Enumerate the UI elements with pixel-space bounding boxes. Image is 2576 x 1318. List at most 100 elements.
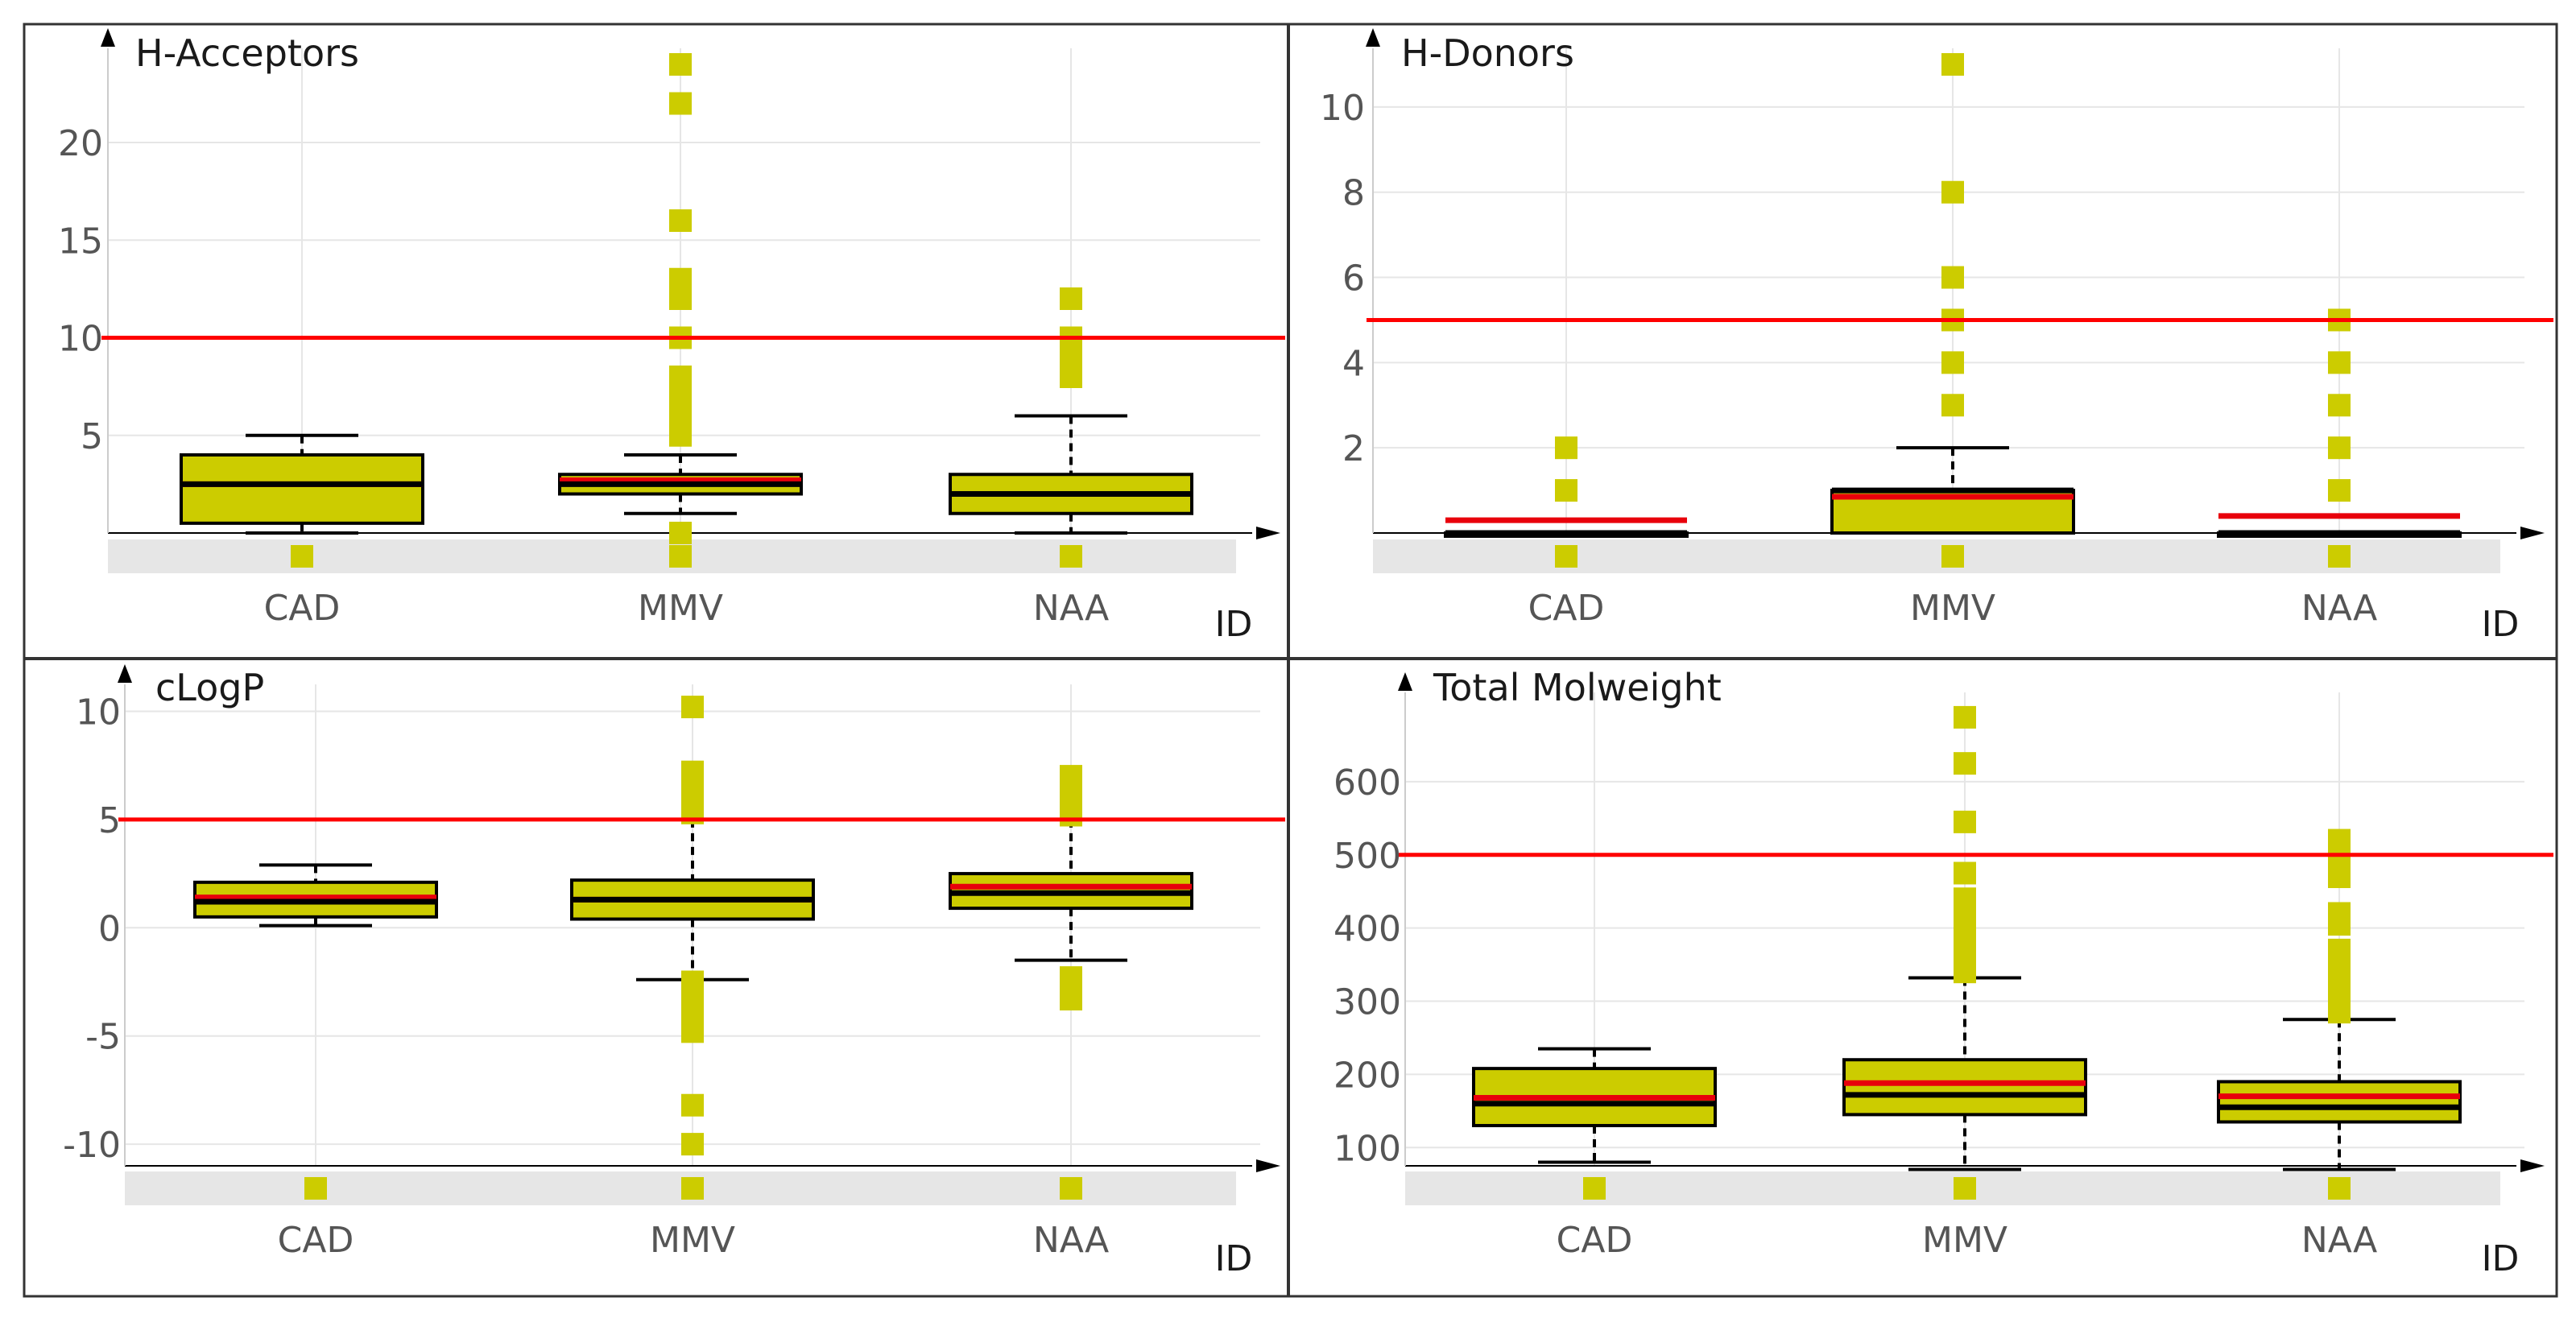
outlier-point <box>2328 938 2351 961</box>
outlier-point <box>1060 545 1082 568</box>
x-axis-arrow <box>2520 527 2545 539</box>
y-tick-label: 500 <box>1333 836 1401 877</box>
y-tick-label: 100 <box>1333 1128 1401 1169</box>
chart-title: H-Acceptors <box>135 31 359 75</box>
y-tick-label: 10 <box>58 319 103 360</box>
outlier-point <box>2328 866 2351 889</box>
y-tick-label: 200 <box>1333 1055 1401 1096</box>
outlier-point <box>669 545 692 568</box>
y-tick-label: 10 <box>76 692 121 733</box>
box-cad <box>180 433 424 568</box>
y-axis-arrow <box>1398 672 1412 691</box>
outlier-point <box>669 53 692 76</box>
x-tick-label: CAD <box>1528 588 1605 629</box>
x-tick-label: MMV <box>1922 1220 2007 1261</box>
chart-title: H-Donors <box>1401 31 1574 75</box>
outlier-point <box>2328 436 2351 460</box>
outlier-point <box>2328 1001 2351 1024</box>
outlier-point <box>2328 479 2351 502</box>
outlier-point <box>1954 810 1976 833</box>
x-axis-label: ID <box>2482 1238 2520 1279</box>
y-tick-label: -5 <box>85 1017 121 1058</box>
outlier-point <box>669 423 692 447</box>
panel-1: 2 4 6 8 10 H-Donors ID CAD MMV NAA <box>1320 28 2553 645</box>
outlier-point <box>1954 961 1976 984</box>
outlier-point <box>669 267 692 291</box>
outlier-point <box>669 385 692 408</box>
outlier-point <box>1941 180 1964 204</box>
x-tick-label: NAA <box>1033 588 1109 629</box>
x-tick-label: NAA <box>1033 1220 1109 1261</box>
box-naa <box>2217 308 2462 568</box>
y-tick-label: 400 <box>1333 909 1401 950</box>
box-iqr <box>1842 1058 2087 1117</box>
box-mmv <box>1842 705 2087 1200</box>
x-tick-label: NAA <box>2301 588 2377 629</box>
outlier-point <box>1941 266 1964 289</box>
y-tick-label: 6 <box>1342 258 1365 300</box>
box-iqr <box>2217 1080 2462 1124</box>
x-tick-label: MMV <box>638 588 723 629</box>
outlier-point <box>669 404 692 428</box>
y-tick-label: 5 <box>98 800 121 841</box>
x-axis-label: ID <box>2482 604 2520 645</box>
panel-2: -10 -5 0 5 10 cLogP ID CAD MMV NAA <box>63 664 1285 1279</box>
outlier-point <box>1060 287 1082 310</box>
outlier-point <box>2328 913 2351 936</box>
box-cad <box>193 863 438 1200</box>
outlier-point <box>1555 479 1577 502</box>
y-tick-label: 2 <box>1342 428 1365 469</box>
outlier-point <box>1954 752 1976 775</box>
y-tick-label: 10 <box>1320 88 1365 129</box>
outlier-point <box>1954 1177 1976 1200</box>
x-axis-arrow <box>1256 527 1280 539</box>
outlier-point <box>1941 545 1964 568</box>
y-axis-arrow <box>118 664 132 683</box>
x-tick-label: MMV <box>650 1220 735 1261</box>
outlier-point <box>681 696 704 719</box>
y-axis-arrow <box>101 28 115 47</box>
x-axis-label: ID <box>1215 1238 1253 1279</box>
outlier-point <box>1060 345 1082 369</box>
box-mmv <box>570 696 815 1200</box>
x-axis-arrow <box>2520 1159 2545 1172</box>
box-naa <box>2217 828 2462 1200</box>
outlier-point <box>1954 705 1976 729</box>
outlier-point <box>1954 887 1976 911</box>
y-tick-label: 600 <box>1333 762 1401 804</box>
box-cad <box>1472 1047 1717 1200</box>
panel-3: 100 200 300 400 500 600 Total Molweight ID CAD MM… <box>1333 666 2553 1279</box>
outlier-point <box>304 1177 327 1200</box>
outlier-point <box>669 92 692 115</box>
box-naa <box>949 287 1193 568</box>
outlier-point <box>1060 804 1082 827</box>
y-tick-label: 5 <box>81 416 103 457</box>
outlier-point <box>1060 987 1082 1010</box>
y-tick-label: 0 <box>98 908 121 949</box>
x-axis-label: ID <box>1215 604 1253 645</box>
outlier-point <box>681 1133 704 1156</box>
box-iqr <box>180 453 424 525</box>
outlier-point <box>1583 1177 1606 1200</box>
x-tick-label: MMV <box>1910 588 1995 629</box>
box-cad <box>1444 436 1689 568</box>
x-tick-label: CAD <box>278 1220 354 1261</box>
outlier-point <box>669 209 692 232</box>
outlier-point <box>669 522 692 544</box>
x-tick-label: CAD <box>1557 1220 1633 1261</box>
outlier-point <box>669 287 692 310</box>
chart-title: Total Molweight <box>1433 666 1722 709</box>
x-tick-label: NAA <box>2301 1220 2377 1261</box>
outlier-point <box>1555 436 1577 460</box>
y-tick-label: 20 <box>58 123 103 164</box>
y-tick-label: 8 <box>1342 173 1365 214</box>
outlier-point <box>1060 366 1082 388</box>
outlier-point <box>1941 351 1964 374</box>
outlier-point <box>681 1177 704 1200</box>
chart-title: cLogP <box>155 666 264 709</box>
y-tick-label: 300 <box>1333 982 1401 1023</box>
outlier-point <box>681 1020 704 1043</box>
outlier-point <box>2328 351 2351 374</box>
y-tick-label: -10 <box>63 1125 121 1166</box>
